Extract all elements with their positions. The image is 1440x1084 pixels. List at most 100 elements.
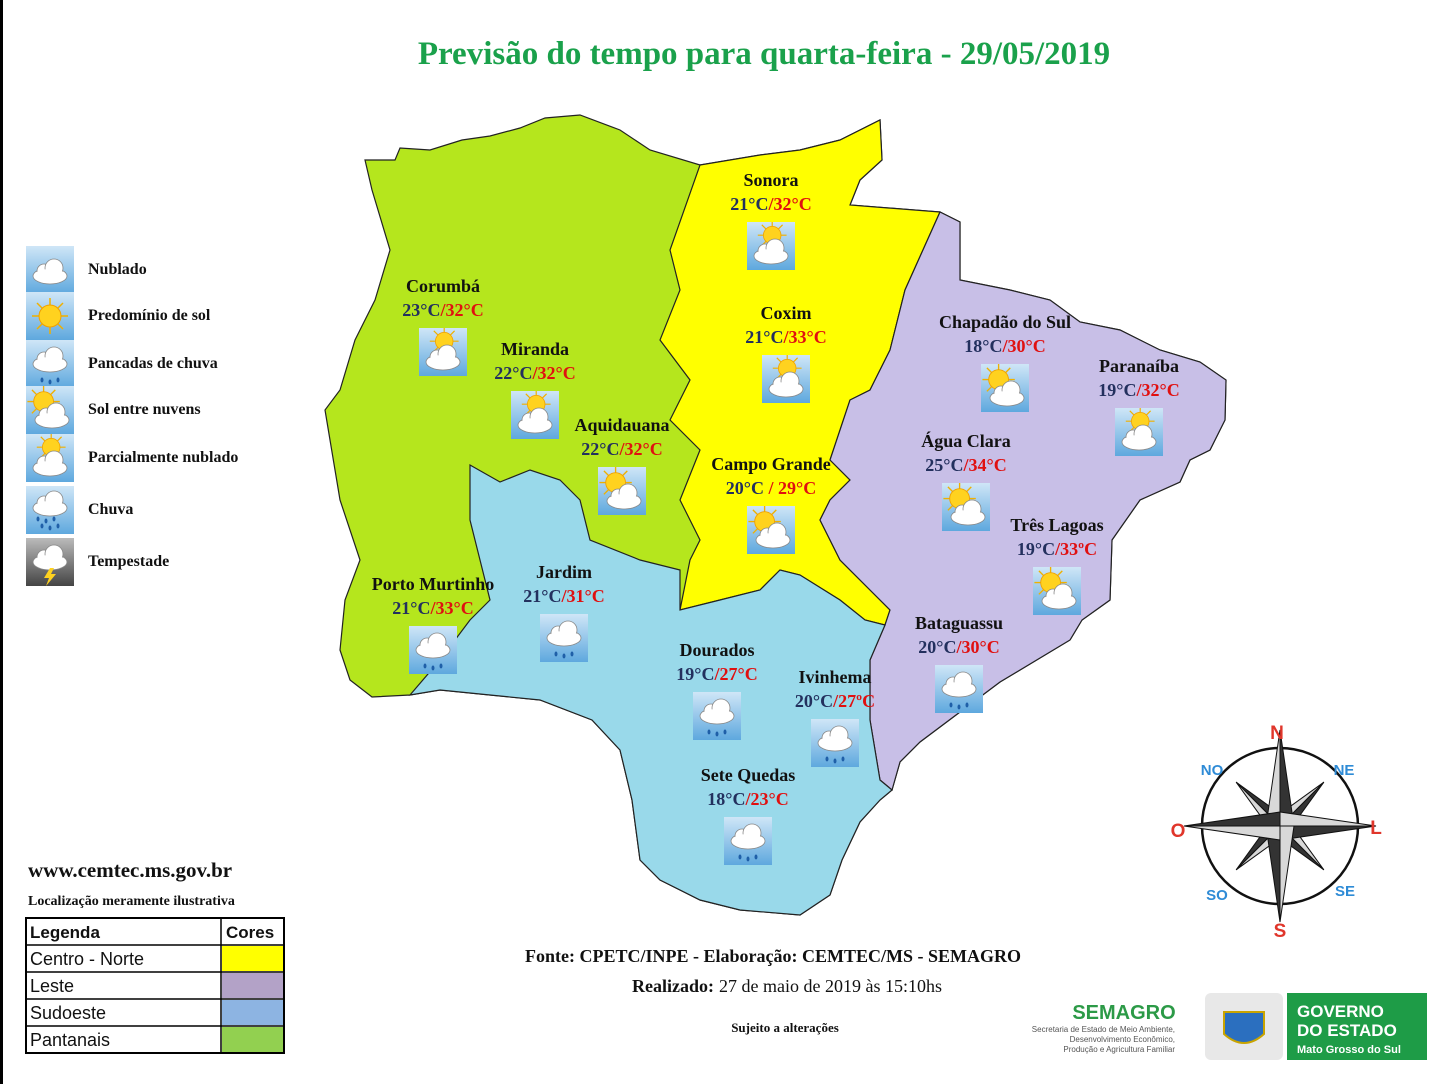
city-name: Três Lagoas bbox=[1010, 515, 1103, 535]
logos: SEMAGRO Secretaria de Estado de Meio Amb… bbox=[1032, 993, 1427, 1060]
temp-sep: / bbox=[439, 300, 446, 320]
compass-label: SE bbox=[1335, 883, 1355, 900]
temp-max: 32°C bbox=[625, 439, 663, 459]
temp-max: 32°C bbox=[1142, 380, 1180, 400]
compass-point bbox=[1265, 729, 1281, 827]
city-name: Jardim bbox=[536, 562, 592, 582]
weather-icon bbox=[747, 221, 795, 270]
color-swatch bbox=[222, 1000, 283, 1025]
city-temp: 21°C/32°C bbox=[730, 194, 811, 214]
region-name: Pantanais bbox=[30, 1030, 110, 1050]
temp-sep: / bbox=[560, 586, 567, 606]
city-temp: 18°C/30°C bbox=[964, 336, 1045, 356]
temp-max: 32°C bbox=[446, 300, 484, 320]
city-temp: 21°C/31°C bbox=[523, 586, 604, 606]
city-name: Miranda bbox=[501, 339, 569, 359]
weather-icon bbox=[540, 614, 588, 662]
title: Previsão do tempo para quarta-feira - 29… bbox=[418, 36, 1110, 72]
city-name: Paranaíba bbox=[1099, 356, 1179, 376]
temp-min: 20°C bbox=[726, 478, 764, 498]
disclaimer: Localização meramente ilustrativa bbox=[28, 894, 235, 909]
temp-min: 22°C bbox=[581, 439, 619, 459]
legend-icon bbox=[26, 292, 74, 340]
temp-sep: / bbox=[531, 363, 538, 383]
legend-label: Chuva bbox=[88, 501, 133, 518]
color-swatch bbox=[222, 1027, 283, 1052]
city-name: Bataguassu bbox=[915, 613, 1003, 633]
compass-label: NE bbox=[1334, 762, 1355, 779]
made: Realizado: 27 de maio de 2019 às 15:10hs bbox=[632, 976, 942, 996]
city-temp: 22°C/32°C bbox=[581, 439, 662, 459]
legend-label: Predomínio de sol bbox=[88, 307, 211, 324]
compass-point bbox=[1279, 825, 1377, 841]
temp-max: 33°C bbox=[436, 598, 474, 618]
weather-icon bbox=[598, 466, 646, 515]
weather-icon bbox=[724, 817, 772, 865]
city-name: Campo Grande bbox=[711, 454, 831, 474]
temp-sep: / bbox=[744, 789, 751, 809]
city-temp: 20°C/27ºC bbox=[795, 691, 875, 711]
city-labels: Sonora21°C/32°CCorumbá23°C/32°CMiranda22… bbox=[372, 170, 1180, 865]
compass-label: S bbox=[1274, 921, 1287, 942]
color-swatch bbox=[222, 973, 283, 998]
edge bbox=[0, 0, 3, 1084]
city-name: Coxim bbox=[761, 303, 812, 323]
region-name: Sudoeste bbox=[30, 1003, 106, 1023]
region-name: Leste bbox=[30, 976, 74, 996]
city-name: Ivinhema bbox=[798, 667, 871, 687]
temp-sep: / bbox=[782, 327, 789, 347]
temp-sep: / bbox=[764, 478, 778, 498]
temp-sep: / bbox=[955, 637, 962, 657]
city-name: Sete Quedas bbox=[701, 765, 796, 785]
city-temp: 19°C/33ºC bbox=[1017, 539, 1097, 559]
temp-max: 33°C bbox=[789, 327, 827, 347]
region-table: Legenda Cores Centro - Norte Leste Sudoeste P… bbox=[25, 917, 285, 1054]
temp-sep: / bbox=[618, 439, 625, 459]
city-name: Sonora bbox=[743, 170, 798, 190]
made-date: 27 de maio de 2019 às 15:10hs bbox=[719, 976, 942, 996]
temp-min: 20°C bbox=[795, 691, 833, 711]
city-temp: 23°C/32°C bbox=[402, 300, 483, 320]
temp-max: 34°C bbox=[969, 455, 1007, 475]
temp-min: 19°C bbox=[1098, 380, 1136, 400]
temp-sep: / bbox=[1001, 336, 1008, 356]
legend-label: Sol entre nuvens bbox=[88, 401, 201, 418]
color-swatch bbox=[222, 946, 283, 971]
city-temp: 20°C/30°C bbox=[918, 637, 999, 657]
gov-title: GOVERNO bbox=[1297, 1002, 1384, 1021]
temp-min: 25°C bbox=[925, 455, 963, 475]
weather-icon bbox=[1115, 407, 1163, 456]
temp-sep: / bbox=[832, 691, 839, 711]
temp-max: 29°C bbox=[778, 478, 816, 498]
temp-min: 21°C bbox=[392, 598, 430, 618]
temp-min: 22°C bbox=[494, 363, 532, 383]
source: Fonte: CPETC/INPE - Elaboração: CEMTEC/M… bbox=[525, 946, 1021, 966]
legend-label: Tempestade bbox=[88, 553, 169, 570]
city-name: Porto Murtinho bbox=[372, 574, 494, 594]
temp-sep: / bbox=[429, 598, 436, 618]
temp-max: 33ºC bbox=[1060, 539, 1097, 559]
gov-title: DO ESTADO bbox=[1297, 1021, 1397, 1040]
temp-sep: / bbox=[1054, 539, 1061, 559]
temp-min: 20°C bbox=[918, 637, 956, 657]
semagro-logo: SEMAGRO bbox=[1072, 1002, 1175, 1024]
table-header: Cores bbox=[226, 923, 274, 942]
semagro-sub: Produção e Agricultura Familiar bbox=[1063, 1045, 1175, 1054]
temp-min: 21°C bbox=[730, 194, 768, 214]
temp-min: 19°C bbox=[676, 664, 714, 684]
temp-max: 27°C bbox=[720, 664, 758, 684]
compass-label: NO bbox=[1201, 762, 1224, 779]
temp-max: 30°C bbox=[1008, 336, 1046, 356]
emblem-shield bbox=[1223, 1011, 1265, 1044]
temp-min: 18°C bbox=[964, 336, 1002, 356]
gov-sub: Mato Grosso do Sul bbox=[1297, 1044, 1401, 1056]
legend-label: Pancadas de chuva bbox=[88, 355, 218, 372]
legend-icon bbox=[26, 433, 74, 482]
temp-min: 21°C bbox=[745, 327, 783, 347]
semagro-sub: Secretaria de Estado de Meio Ambiente, bbox=[1032, 1025, 1175, 1034]
temp-min: 18°C bbox=[707, 789, 745, 809]
weather-icon bbox=[942, 482, 990, 531]
city-name: Corumbá bbox=[406, 276, 480, 296]
temp-max: 23°C bbox=[751, 789, 789, 809]
